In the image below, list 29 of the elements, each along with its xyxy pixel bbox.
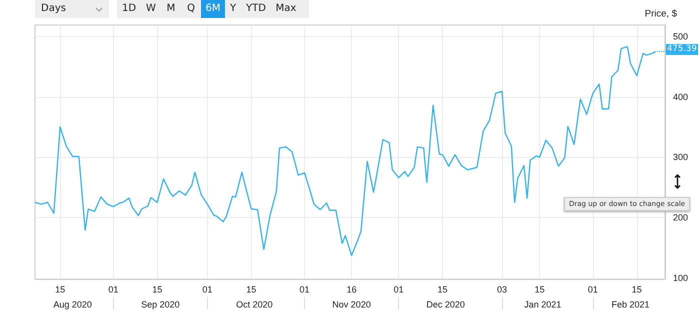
x-tick-label: 16 [346,284,357,294]
period-dropdown: Days [35,0,109,18]
y-axis-title: Price, $ [644,8,678,20]
y-tick-label: 500 [673,31,688,42]
annotation: 475.39 [666,44,698,56]
x-tick-label: 15 [55,284,66,294]
x-tick-label: 15 [534,284,545,294]
x-tick-label: 01 [202,284,212,294]
x-tick-label: 01 [394,284,404,294]
x-tick-label: 01 [588,284,598,294]
x-tick-label: 15 [437,284,448,294]
x-tick-label: 01 [300,284,310,294]
x-tick-label: 15 [152,284,162,294]
x2-tick-label: Nov 2020 [332,300,371,310]
y-tick-label: 300 [673,152,688,162]
x2-tick-label: Aug 2020 [53,300,92,310]
x2-tick-label: Jan 2021 [524,300,562,310]
x2-tick-label: Feb 2021 [612,300,650,310]
x-tick-label: 01 [108,284,118,294]
x-tick-label: 15 [246,284,256,294]
y-tick-label: 100 [673,272,688,283]
y-tick-label: 400 [673,92,688,102]
x-tick-label: 15 [632,284,642,294]
range-buttons: 1D W M Q 6M Y YTD Max [117,0,309,18]
x2-tick-label: Dec 2020 [426,300,465,310]
x2-tick-label: Sep 2020 [141,300,180,310]
y-tick-label: 200 [673,212,688,222]
x-tick-label: 03 [497,284,508,294]
x2-tick-label: Oct 2020 [236,300,273,310]
